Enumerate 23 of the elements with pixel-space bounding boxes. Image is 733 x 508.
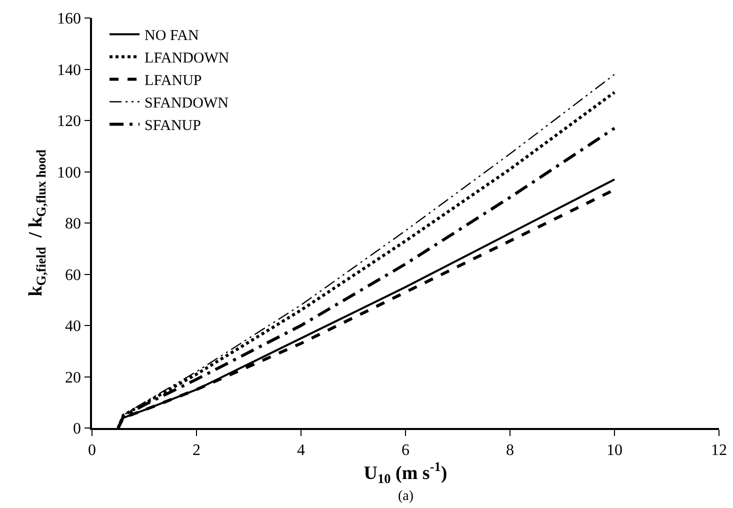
y-tick-label: 0 — [73, 420, 82, 438]
x-tick-label: 12 — [711, 442, 727, 459]
x-tick-label: 0 — [88, 442, 96, 459]
y-tick-label: 60 — [65, 266, 82, 284]
y-tick-label: 160 — [57, 10, 82, 28]
y-tick-label: 140 — [57, 62, 82, 79]
x-tick-label: 8 — [506, 442, 514, 459]
x-tick-label: 6 — [402, 442, 410, 459]
y-tick-label: 80 — [65, 216, 82, 233]
text: (a) — [398, 489, 414, 504]
legend-label: SFANUP — [144, 118, 201, 134]
x-tick-label: 4 — [297, 442, 305, 459]
y-tick-label: 120 — [57, 113, 82, 130]
x-tick-label: 2 — [192, 442, 200, 459]
legend-label: NO FAN — [144, 28, 200, 44]
y-tick-label: 40 — [65, 318, 82, 336]
legend-label: LFANUP — [144, 73, 202, 90]
x-tick-label: 10 — [606, 442, 622, 459]
legend-label: LFANDOWN — [144, 50, 230, 67]
y-tick-label: 20 — [65, 369, 82, 386]
y-tick-label: 100 — [57, 164, 82, 182]
legend-label: SFANDOWN — [144, 96, 229, 112]
x-axis-title: U$_{10}$ (m s$^{-1}$) — [364, 458, 448, 486]
